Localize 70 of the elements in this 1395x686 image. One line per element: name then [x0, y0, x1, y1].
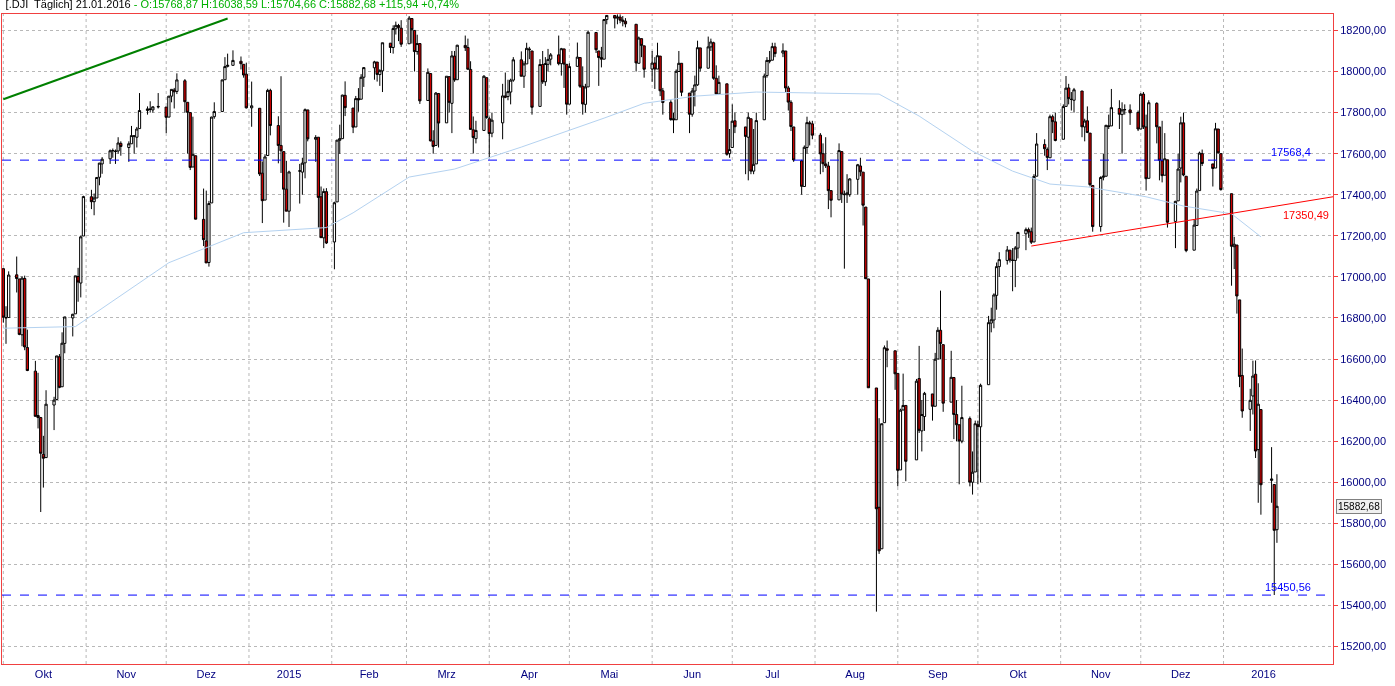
x-tick-label: Feb: [359, 668, 379, 681]
candlestick: [837, 142, 841, 201]
x-tick-label: Dez: [1171, 668, 1191, 681]
candlestick: [1120, 101, 1124, 155]
x-tick-label: Dez: [196, 668, 217, 681]
y-tick-label: 17000,00: [1340, 270, 1387, 283]
candlestick: [450, 50, 454, 134]
y-tick-label: 16000,00: [1340, 476, 1387, 489]
y-tick-label: 18000,00: [1340, 65, 1387, 78]
y-tick-label: 16400,00: [1340, 393, 1387, 406]
y-tick-label: 17200,00: [1340, 229, 1387, 242]
y-tick-label: 15400,00: [1340, 599, 1387, 612]
candlestick: [108, 149, 112, 165]
candlestick: [20, 275, 24, 347]
x-tick-label: Jul: [765, 668, 780, 681]
candlestick: [1072, 87, 1076, 114]
x-tick-label: Okt: [34, 668, 52, 681]
candlestick: [119, 140, 123, 157]
x-tick-label: Sep: [928, 668, 948, 681]
candlestick: [250, 81, 254, 128]
line-series: [2, 91, 1262, 329]
x-tick-label: Aug: [845, 668, 865, 681]
candlestick: [322, 188, 326, 249]
x-tick-label: Apr: [520, 668, 539, 681]
candlestick: [1005, 245, 1009, 266]
y-tick-label: 15600,00: [1340, 558, 1387, 571]
y-tick-label: 15200,00: [1340, 640, 1387, 653]
candlestick: [204, 190, 208, 264]
x-tick-label: Okt: [1009, 668, 1027, 681]
text: 15882,68: [1338, 501, 1381, 512]
candlestick: [773, 42, 777, 58]
candlestick: [1024, 227, 1028, 251]
x-tick-label: Mai: [600, 668, 619, 681]
candlestick: [706, 36, 710, 69]
x-tick-label: 2015: [276, 668, 302, 681]
y-tick-label: 17800,00: [1340, 106, 1387, 119]
candlestick: [407, 15, 411, 45]
x-tick-label: Jun: [683, 668, 702, 681]
y-tick-label: 18200,00: [1340, 24, 1387, 37]
candlestick: [618, 14, 622, 24]
y-tick-label: 15800,00: [1340, 517, 1387, 530]
candlestick: [391, 24, 395, 55]
x-tick-label: Nov: [1090, 668, 1111, 681]
candlestick: [1080, 90, 1084, 138]
candlestick: [145, 105, 150, 116]
candlestick: [375, 61, 379, 83]
y-tick-label: 16600,00: [1340, 352, 1387, 365]
candlestick: [148, 100, 152, 114]
annotation: 17350,49: [1283, 209, 1329, 221]
chart-title: [.DJI Täglich] 21.01.2016: [5, 0, 131, 11]
candlestick: [621, 15, 625, 27]
y-tick-label: 16800,00: [1340, 311, 1387, 324]
ref-line-label: 17568,4: [1271, 146, 1311, 158]
y-tick-label: 17600,00: [1340, 147, 1387, 160]
candlestick: [634, 23, 638, 72]
x-tick-label: Nov: [116, 668, 137, 681]
candlestick: [818, 132, 822, 175]
candlestick: [746, 112, 750, 181]
y-tick-label: 16200,00: [1340, 435, 1387, 448]
candlestick: [613, 14, 617, 29]
candlestick: [1109, 88, 1114, 127]
chart-subtitle: - O:15768,87 H:16038,59 L:15704,66 C:15882,68 +115,94 +0,74%: [133, 0, 460, 11]
candlestick: [455, 44, 459, 81]
candlestick: [231, 49, 235, 66]
x-tick-label: Mrz: [437, 668, 456, 681]
candlestick: [530, 50, 534, 116]
y-tick-label: 17400,00: [1340, 188, 1387, 201]
candlestick: [1160, 120, 1164, 183]
candlestick: [324, 187, 329, 245]
x-tick-label: 2016: [1251, 668, 1276, 681]
